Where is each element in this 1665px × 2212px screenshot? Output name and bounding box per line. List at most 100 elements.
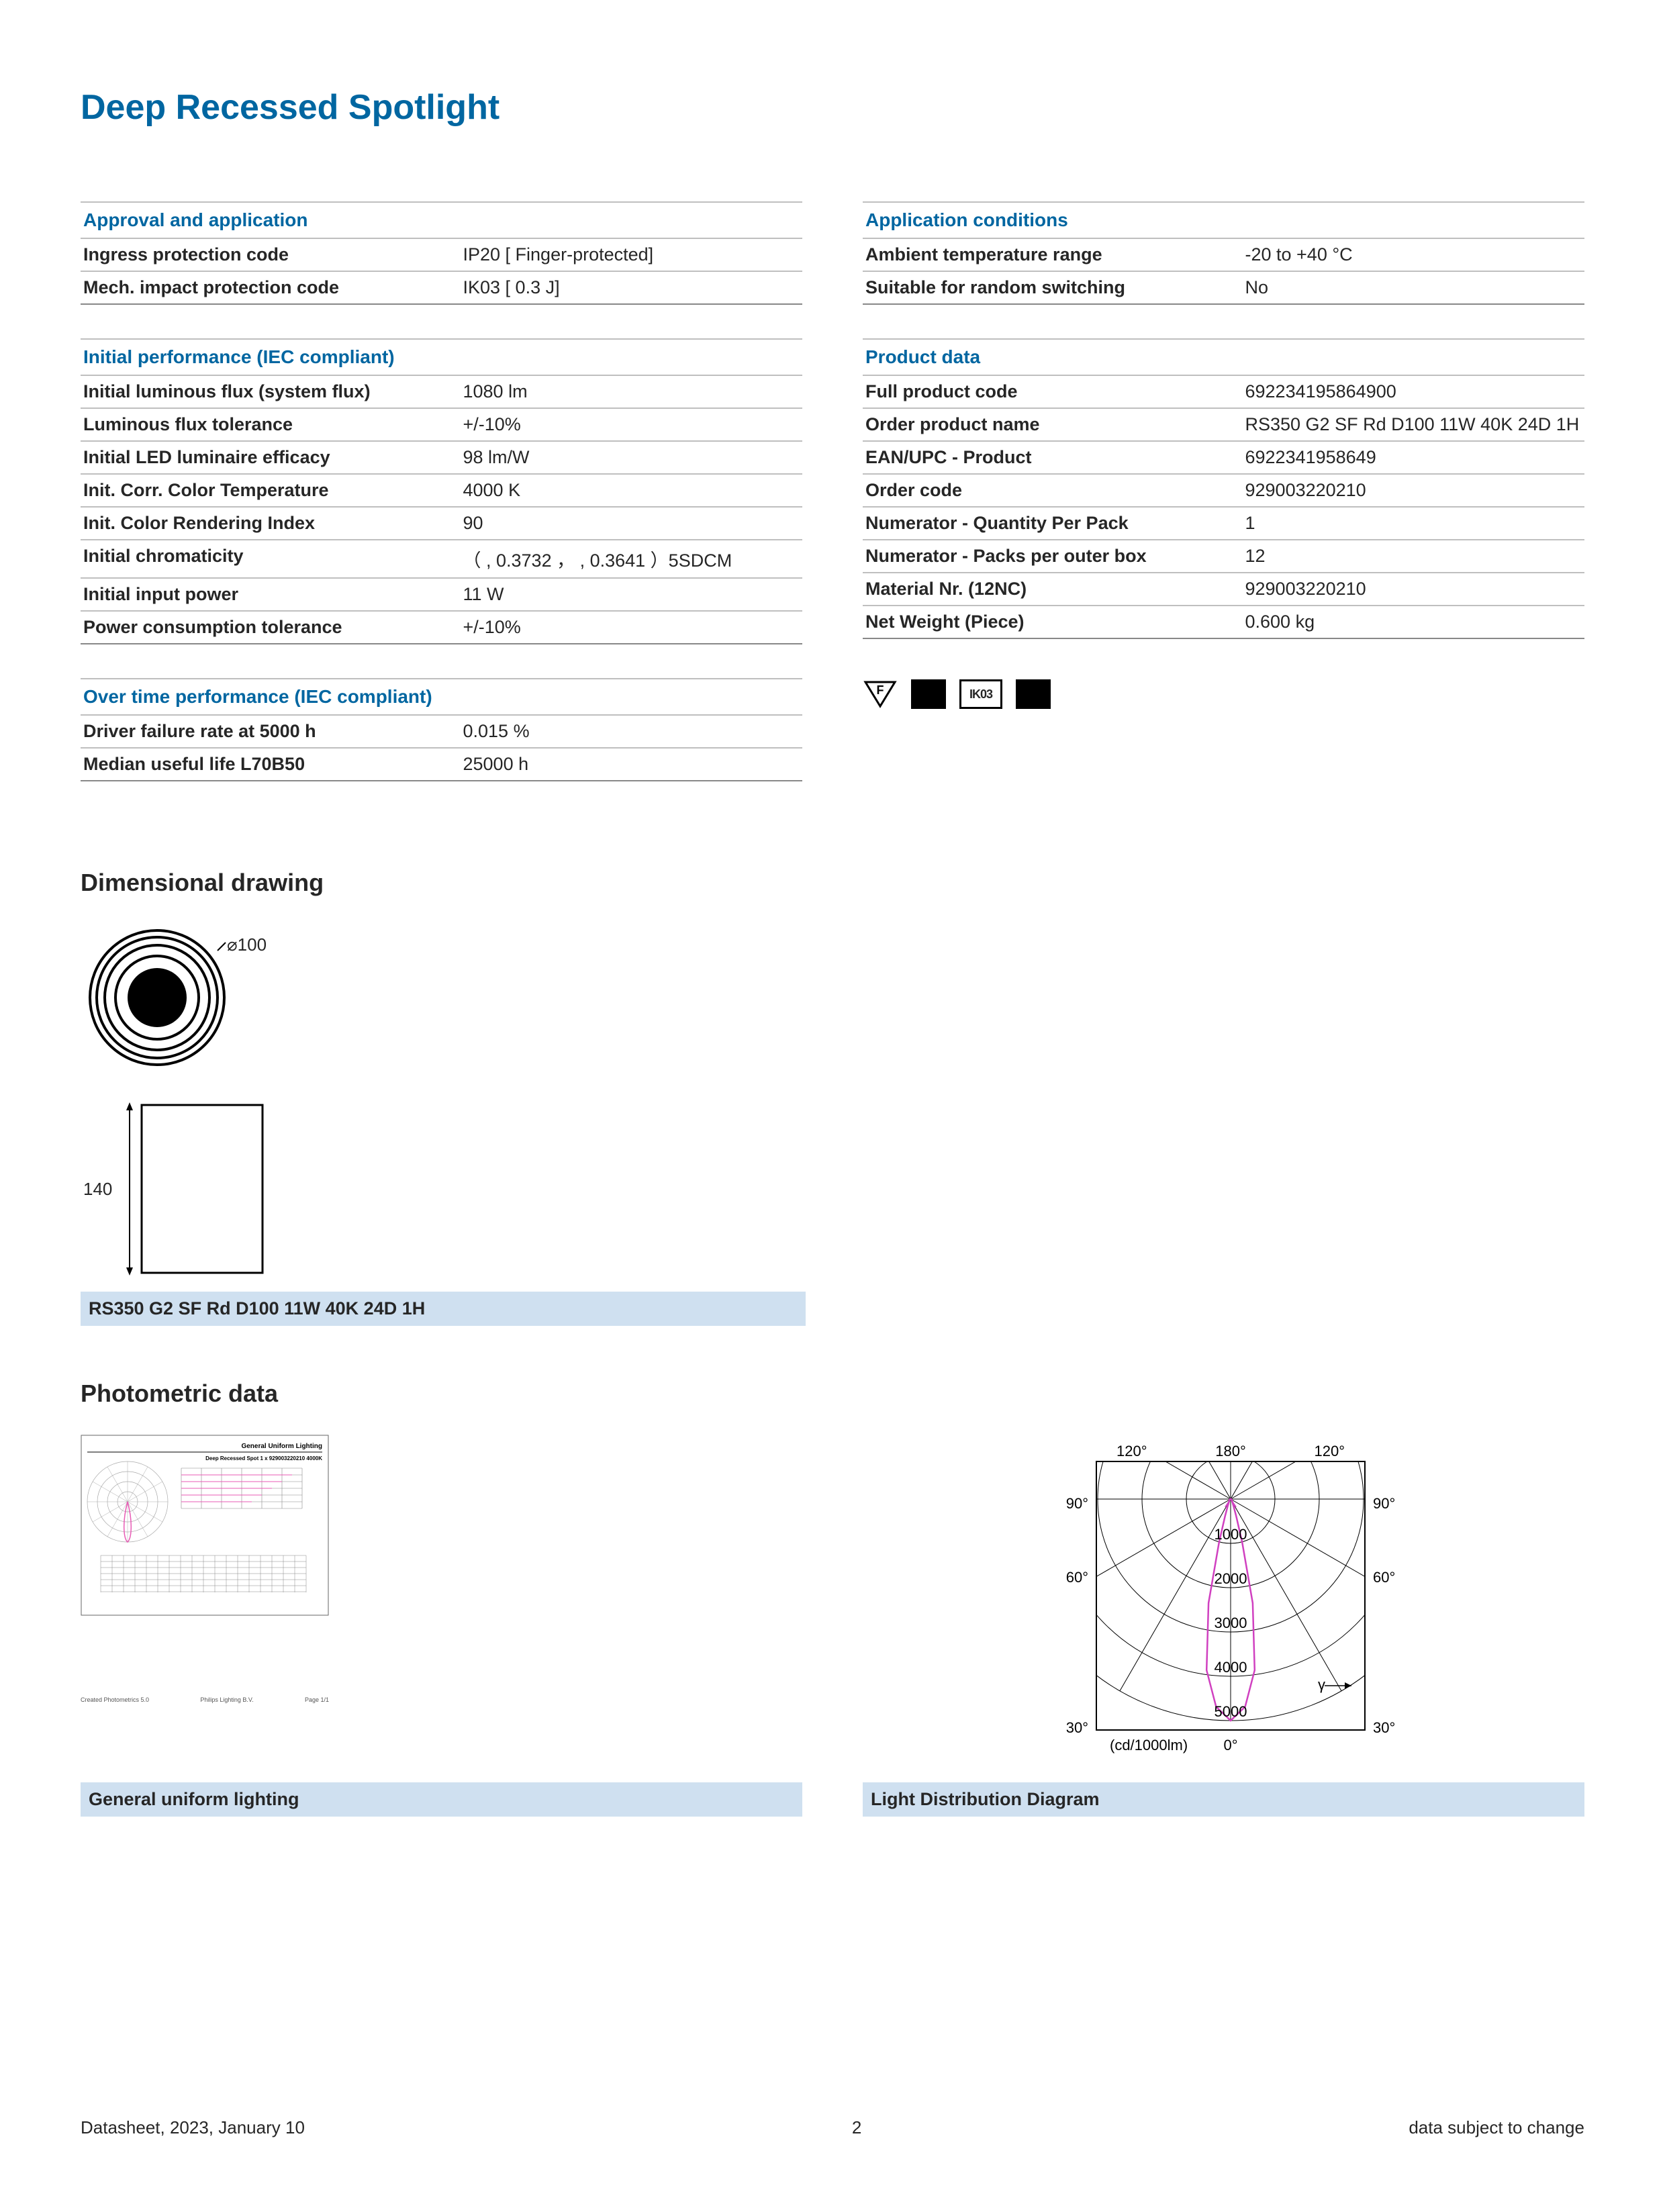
spec-label: Order code: [865, 480, 1245, 501]
section-header: Approval and application: [81, 201, 802, 239]
spec-row: EAN/UPC - Product6922341958649: [863, 442, 1584, 475]
spec-value: 0.600 kg: [1245, 612, 1582, 632]
spec-label: EAN/UPC - Product: [865, 447, 1245, 468]
svg-text:120°: 120°: [1116, 1443, 1147, 1459]
spec-row: Ambient temperature range-20 to +40 °C: [863, 239, 1584, 272]
section-header: Over time performance (IEC compliant): [81, 678, 802, 716]
spec-value: 1080 lm: [463, 381, 800, 402]
spec-row: Initial chromaticity（ , 0.3732 ， , 0.364…: [81, 540, 802, 579]
section-header: Initial performance (IEC compliant): [81, 338, 802, 376]
page-footer: Datasheet, 2023, January 10 2 data subje…: [81, 2117, 1584, 2138]
spec-row: Suitable for random switchingNo: [863, 272, 1584, 305]
spec-row: Full product code692234195864900: [863, 376, 1584, 409]
spec-label: Median useful life L70B50: [83, 754, 463, 775]
spec-label: Driver failure rate at 5000 h: [83, 721, 463, 742]
dimensional-drawings: ⌀100 140: [81, 924, 806, 1280]
spec-value: 929003220210: [1245, 480, 1582, 501]
spec-label: Material Nr. (12NC): [865, 579, 1245, 599]
spec-row: Initial luminous flux (system flux)1080 …: [81, 376, 802, 409]
spec-value: -20 to +40 °C: [1245, 244, 1582, 265]
f-mark-icon: F: [863, 679, 898, 709]
gul-thumbnail: General Uniform Lighting Deep Recessed Sp…: [81, 1435, 802, 1770]
spec-label: Full product code: [865, 381, 1245, 402]
svg-text:Deep Recessed Spot 1 x 9290032: Deep Recessed Spot 1 x 929003220210 4000…: [205, 1455, 322, 1461]
spec-value: （ , 0.3732 ， , 0.3641 ）5SDCM: [463, 546, 800, 572]
polar-diagram: 10002000300040005000120°180°120°90°90°60…: [863, 1435, 1584, 1770]
spec-columns: Approval and applicationIngress protecti…: [81, 201, 1584, 815]
spec-value: IP20 [ Finger-protected]: [463, 244, 800, 265]
spec-value: No: [1245, 277, 1582, 298]
svg-text:60°: 60°: [1065, 1569, 1088, 1586]
ik-rating-icon: IK03: [959, 679, 1002, 709]
approval-icons: F IK03: [863, 679, 1584, 709]
gul-sheet-icon: General Uniform Lighting Deep Recessed Sp…: [81, 1435, 329, 1616]
spec-row: Ingress protection codeIP20 [ Finger-pro…: [81, 239, 802, 272]
spec-value: 692234195864900: [1245, 381, 1582, 402]
spec-value: 0.015 %: [463, 721, 800, 742]
spec-value: +/-10%: [463, 617, 800, 638]
spec-value: 929003220210: [1245, 579, 1582, 599]
svg-text:2000: 2000: [1214, 1570, 1247, 1587]
spec-row: Mech. impact protection codeIK03 [ 0.3 J…: [81, 272, 802, 305]
spec-row: Order product nameRS350 G2 SF Rd D100 11…: [863, 409, 1584, 442]
photometric-heading: Photometric data: [81, 1380, 1584, 1408]
svg-text:90°: 90°: [1373, 1495, 1395, 1512]
black-box-icon: [911, 679, 946, 709]
spec-value: 1: [1245, 513, 1582, 534]
footer-right: data subject to change: [1409, 2117, 1584, 2138]
spec-label: Numerator - Quantity Per Pack: [865, 513, 1245, 534]
spec-value: 12: [1245, 546, 1582, 567]
spec-row: Order code929003220210: [863, 475, 1584, 508]
section-header: Application conditions: [863, 201, 1584, 239]
diameter-label: ⌀100: [227, 934, 267, 955]
spec-row: Init. Corr. Color Temperature4000 K: [81, 475, 802, 508]
svg-text:(cd/1000lm): (cd/1000lm): [1110, 1737, 1188, 1753]
spec-row: Luminous flux tolerance+/-10%: [81, 409, 802, 442]
spec-row: Numerator - Quantity Per Pack1: [863, 508, 1584, 540]
dimensional-caption: RS350 G2 SF Rd D100 11W 40K 24D 1H: [81, 1292, 806, 1326]
light-distribution-svg: 10002000300040005000120°180°120°90°90°60…: [1036, 1435, 1412, 1784]
spec-label: Init. Corr. Color Temperature: [83, 480, 463, 501]
spec-label: Initial luminous flux (system flux): [83, 381, 463, 402]
section-header: Product data: [863, 338, 1584, 376]
svg-text:30°: 30°: [1065, 1719, 1088, 1736]
gul-caption: General uniform lighting: [81, 1782, 802, 1817]
spec-label: Numerator - Packs per outer box: [865, 546, 1245, 567]
spec-row: Initial LED luminaire efficacy98 lm/W: [81, 442, 802, 475]
spec-row: Net Weight (Piece)0.600 kg: [863, 606, 1584, 639]
svg-text:0°: 0°: [1223, 1737, 1237, 1753]
dimensional-heading: Dimensional drawing: [81, 869, 1584, 897]
black-box-icon: [1016, 679, 1051, 709]
spec-row: Initial input power11 W: [81, 579, 802, 612]
spec-row: Init. Color Rendering Index90: [81, 508, 802, 540]
spec-value: 98 lm/W: [463, 447, 800, 468]
svg-text:180°: 180°: [1215, 1443, 1246, 1459]
svg-text:120°: 120°: [1314, 1443, 1345, 1459]
spec-row: Numerator - Packs per outer box12: [863, 540, 1584, 573]
spec-value: 11 W: [463, 584, 800, 605]
spec-value: 25000 h: [463, 754, 800, 775]
svg-text:3000: 3000: [1214, 1615, 1247, 1631]
page-title: Deep Recessed Spotlight: [81, 87, 1584, 128]
height-label: 140: [83, 1179, 112, 1200]
spec-label: Mech. impact protection code: [83, 277, 463, 298]
side-view-drawing: [122, 1098, 269, 1280]
spec-value: 4000 K: [463, 480, 800, 501]
spec-label: Net Weight (Piece): [865, 612, 1245, 632]
spec-row: Material Nr. (12NC)929003220210: [863, 573, 1584, 606]
spec-value: IK03 [ 0.3 J]: [463, 277, 800, 298]
footer-left: Datasheet, 2023, January 10: [81, 2117, 305, 2138]
polar-caption: Light Distribution Diagram: [863, 1782, 1584, 1817]
spec-label: Ingress protection code: [83, 244, 463, 265]
spec-value: RS350 G2 SF Rd D100 11W 40K 24D 1H: [1245, 414, 1582, 435]
svg-text:F: F: [877, 683, 884, 697]
svg-text:60°: 60°: [1373, 1569, 1395, 1586]
svg-text:General Uniform Lighting: General Uniform Lighting: [241, 1443, 322, 1450]
spec-label: Initial chromaticity: [83, 546, 463, 572]
footer-page-number: 2: [852, 2117, 861, 2138]
spec-value: +/-10%: [463, 414, 800, 435]
spec-row: Driver failure rate at 5000 h0.015 %: [81, 716, 802, 749]
gul-thumb-footer: Created Photometrics 5.0Philips Lighting…: [81, 1696, 329, 1703]
spec-label: Ambient temperature range: [865, 244, 1245, 265]
spec-row: Power consumption tolerance+/-10%: [81, 612, 802, 644]
